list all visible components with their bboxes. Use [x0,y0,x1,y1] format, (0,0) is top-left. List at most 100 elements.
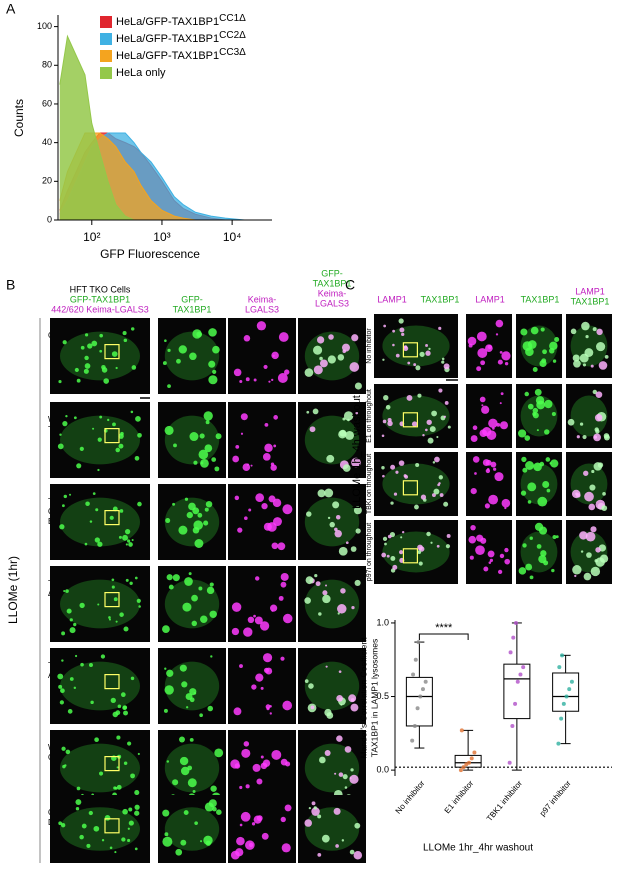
spot [482,459,490,466]
spot [596,328,603,336]
spot [69,627,76,634]
spot [500,392,504,396]
row-label: E1 on throughout [366,389,373,443]
row-label: p97i on throughout [366,523,373,581]
spot [444,401,449,405]
spot [162,625,170,633]
spot [166,574,173,581]
spot [166,669,174,677]
spot [598,361,608,370]
spot [253,378,257,382]
spot [520,490,527,496]
spot [208,375,218,385]
spot [468,535,477,544]
x-tick-label: TBK1 inhibitor [485,779,524,824]
spot [572,354,580,362]
spot [584,491,594,502]
spot [318,612,322,616]
spot [172,779,179,786]
spot [529,575,534,580]
spot [57,443,64,450]
spot [304,368,314,377]
spot [111,351,118,357]
spot [84,542,88,546]
spot [81,823,87,829]
spot [504,547,509,553]
spot [594,559,598,563]
spot [467,336,477,346]
data-point [508,650,513,655]
spot [200,840,203,843]
column-header: TAX1BP1 [173,304,212,314]
legend-superscript: CC2Δ [219,30,246,41]
spot [256,321,267,331]
spot [392,329,396,333]
spot [417,550,422,554]
spot [470,487,477,495]
spot [245,784,250,789]
spot [114,786,118,790]
spot [338,670,342,673]
cell-body [60,807,140,851]
spot [527,340,537,349]
spot [349,849,355,855]
spot [109,515,114,520]
spot [109,846,113,850]
spot [499,421,509,430]
x-axis-label: LLOMe 1hr_4hr washout [423,843,533,854]
spot [354,822,361,829]
spot [166,760,170,763]
spot [130,410,134,414]
spot [344,746,352,753]
spot [262,653,273,663]
spot [485,468,491,474]
spot [131,539,134,542]
spot [398,318,404,324]
data-point [416,640,421,645]
spot [486,430,497,440]
spot [243,335,251,342]
spot [345,541,349,545]
spot [182,602,192,612]
spot [470,524,476,531]
spot [94,537,101,543]
spot [203,520,209,526]
spot [62,504,65,508]
spot [319,756,326,764]
spot [544,399,553,409]
spot [198,449,209,460]
spot [164,425,174,435]
spot [266,707,270,711]
spot [535,396,545,405]
spot [305,576,314,585]
spot [108,616,111,619]
y-tick-label: 40 [42,137,52,147]
spot [585,334,589,339]
spot [527,403,534,410]
spot [522,467,528,473]
spot [488,418,498,429]
spot [386,554,390,558]
panel-label: B [6,277,15,293]
spot [445,544,451,549]
y-tick-label: 1.0 [376,617,389,627]
spot [79,602,85,609]
spot [532,367,538,372]
column-header: Keima- [248,294,277,304]
spot [271,749,282,760]
spot [417,393,422,398]
spot [191,620,198,627]
row-label: No inhibitor [366,328,373,364]
spot [134,810,140,816]
spot [327,355,336,364]
spot [243,627,253,637]
y-axis-label: Mander's Correlation Coefficient [358,637,368,759]
spot [253,815,262,824]
spot [322,590,328,596]
spot [123,710,129,716]
spot [138,605,141,608]
spot [488,494,499,505]
spot [236,836,245,846]
spot [239,785,243,790]
spot [239,379,243,384]
